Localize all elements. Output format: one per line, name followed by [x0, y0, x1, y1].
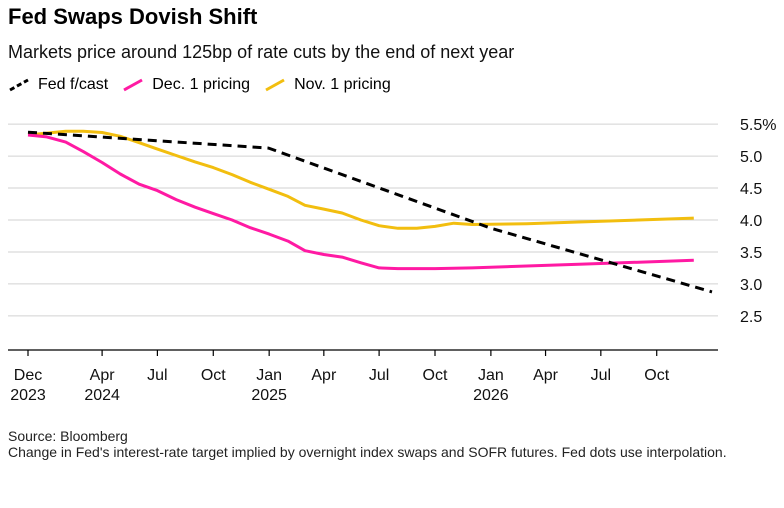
x-tick-year-label: 2024 — [84, 387, 120, 404]
x-tick-label: Oct — [423, 367, 448, 384]
legend-label-dec-pricing: Dec. 1 pricing — [152, 76, 251, 93]
x-tick-year-label: 2026 — [473, 387, 509, 404]
y-tick-label: 3.5 — [740, 245, 762, 262]
source-note: Source: Bloomberg — [8, 428, 128, 444]
yellow-line-swatch-icon — [265, 78, 285, 92]
y-tick-label: 5.0 — [740, 149, 762, 166]
x-tick-year-label: 2023 — [10, 387, 46, 404]
legend-label-fed-forecast: Fed f/cast — [38, 76, 109, 93]
y-tick-label: 3.0 — [740, 277, 762, 294]
dec-pricing-series-line — [27, 133, 694, 271]
nov-pricing-series-line — [27, 129, 694, 230]
x-tick-label: Jan — [256, 367, 282, 384]
x-tick-label: Apr — [533, 367, 559, 384]
y-tick-label: 2.5 — [740, 309, 762, 326]
fed-forecast-series-line — [27, 130, 713, 294]
legend-item-fed-forecast: Fed f/cast — [8, 76, 108, 94]
line-chart: 2.5 3.0 3.5 4.0 4.5 5.0 5.5% Dec 2023 Apr 2024 Jul O… — [8, 117, 776, 404]
chart-title: Fed Swaps Dovish Shift — [8, 4, 258, 29]
legend-item-nov-pricing: Nov. 1 pricing — [264, 76, 391, 94]
methodology-note: Change in Fed's interest-rate target imp… — [8, 444, 727, 460]
x-tick-label: Jan — [478, 367, 504, 384]
chart-subtitle: Markets price around 125bp of rate cuts … — [8, 42, 515, 62]
x-tick-year-label: 2025 — [251, 387, 287, 404]
x-tick-label: Oct — [644, 367, 669, 384]
y-tick-label: 4.0 — [740, 213, 762, 230]
legend-label-nov-pricing: Nov. 1 pricing — [294, 76, 391, 93]
chart-footer: Source: Bloomberg Change in Fed's intere… — [8, 428, 768, 460]
x-tick-label: Apr — [311, 367, 337, 384]
x-tick-label: Apr — [90, 367, 116, 384]
x-tick-label: Jul — [591, 367, 611, 384]
y-tick-label: 5.5% — [740, 117, 776, 134]
x-tick-label: Jul — [369, 367, 389, 384]
x-tick-label: Dec — [14, 367, 42, 384]
x-tick-label: Jul — [147, 367, 167, 384]
dashed-line-swatch-icon — [9, 78, 29, 92]
pink-line-swatch-icon — [123, 78, 143, 92]
chart-legend: Fed f/cast Dec. 1 pricing Nov. 1 pricing — [8, 76, 405, 94]
y-tick-label: 4.5 — [740, 181, 762, 198]
legend-item-dec-pricing: Dec. 1 pricing — [122, 76, 250, 94]
x-tick-label: Oct — [201, 367, 226, 384]
